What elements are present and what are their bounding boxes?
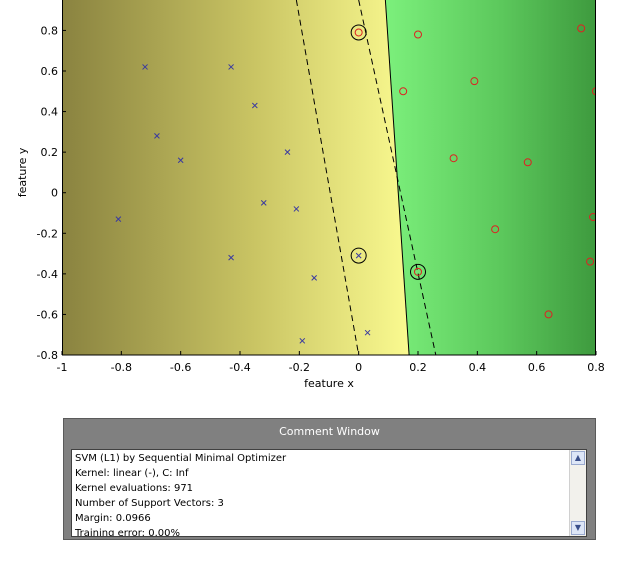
x-axis-label: feature x [304,377,354,390]
y-axis-ticks: -0.8 -0.6 -0.4 -0.2 0 0.2 0.4 0.6 0.8 [37,24,66,362]
points-layer [115,24,596,344]
margin-line-negative [295,0,360,355]
x-tick-label: -1 [57,361,68,374]
x-tick-label: -0.6 [170,361,191,374]
plot-frame [62,0,596,356]
y-tick-label: -0.4 [37,268,58,281]
vertical-scrollbar[interactable]: ▲ ▼ [569,450,586,536]
data-point-negative [293,206,300,212]
data-point-positive [523,158,532,167]
x-axis-ticks: -1 -0.8 -0.6 -0.4 -0.2 0 0.2 0.4 0.6 0.8 [57,351,605,374]
x-tick-label: 0.4 [469,361,487,374]
data-point-negative [142,64,148,70]
y-tick-label: -0.6 [37,308,58,321]
y-tick-label: -0.8 [37,349,58,362]
support-vector-marker [350,247,367,264]
data-point-positive [491,225,500,234]
scroll-up-icon[interactable]: ▲ [571,451,585,465]
x-tick-label: 0.2 [409,361,427,374]
data-point-positive [586,257,595,266]
data-point-positive [399,87,408,96]
positive-region [385,0,596,355]
data-point-negative [115,216,122,222]
y-axis-label: feature y [16,147,29,197]
comment-window-title: Comment Window [279,425,380,438]
comment-line: SVM (L1) by Sequential Minimal Optimizer [75,453,287,464]
data-point-positive [470,77,479,86]
y-tick-label: 0.4 [41,106,59,119]
x-tick-label: -0.2 [289,361,310,374]
data-point-positive [414,267,422,276]
data-point-negative [299,337,306,344]
comment-line: Margin: 0.0966 [75,513,151,524]
y-tick-label: -0.2 [37,227,58,240]
data-point-positive [449,154,458,163]
data-point-negative [177,157,184,164]
data-point-positive [544,310,553,319]
support-vector-marker [350,24,367,41]
data-point-positive [592,87,596,96]
support-vector-marker [410,263,426,280]
comment-text-area[interactable]: SVM (L1) by Sequential Minimal Optimizer… [71,449,587,537]
y-tick-label: 0.6 [41,65,59,78]
comment-line: Kernel evaluations: 971 [75,483,194,494]
negative-region [62,0,410,355]
data-point-negative [355,252,362,259]
comment-window: Comment Window SVM (L1) by Sequential Mi… [63,418,596,540]
data-point-negative [311,275,318,281]
x-tick-label: -0.8 [111,361,132,374]
data-point-positive [354,28,363,37]
data-point-positive [589,213,596,222]
decision-boundary [384,0,410,355]
comment-line: Number of Support Vectors: 3 [75,498,224,509]
x-tick-label: 0.8 [587,361,605,374]
data-point-negative [260,200,267,206]
comment-line: Kernel: linear (-), C: Inf [75,468,189,479]
x-tick-label: 0.6 [528,361,546,374]
comment-line: Training error: 0.00% [75,528,180,537]
data-point-positive [414,30,422,39]
data-point-positive [577,24,586,33]
data-point-negative [251,102,258,109]
data-point-negative [228,254,234,261]
plot-area [62,0,596,355]
data-point-negative [284,149,291,155]
data-point-negative [364,329,371,336]
data-point-negative [228,64,234,70]
y-tick-label: 0 [51,187,58,200]
x-tick-label: 0 [355,361,362,374]
y-tick-label: 0.8 [41,24,59,37]
comment-lines: SVM (L1) by Sequential Minimal Optimizer… [75,451,287,537]
data-point-negative [154,133,160,139]
x-tick-label: -0.4 [229,361,250,374]
svm-plot: -1 -0.8 -0.6 -0.4 -0.2 0 0.2 0.4 0.6 0.8 -0.8-0.6… [16,0,605,390]
scroll-down-icon[interactable]: ▼ [571,521,585,535]
y-tick-label: 0.2 [41,146,59,159]
